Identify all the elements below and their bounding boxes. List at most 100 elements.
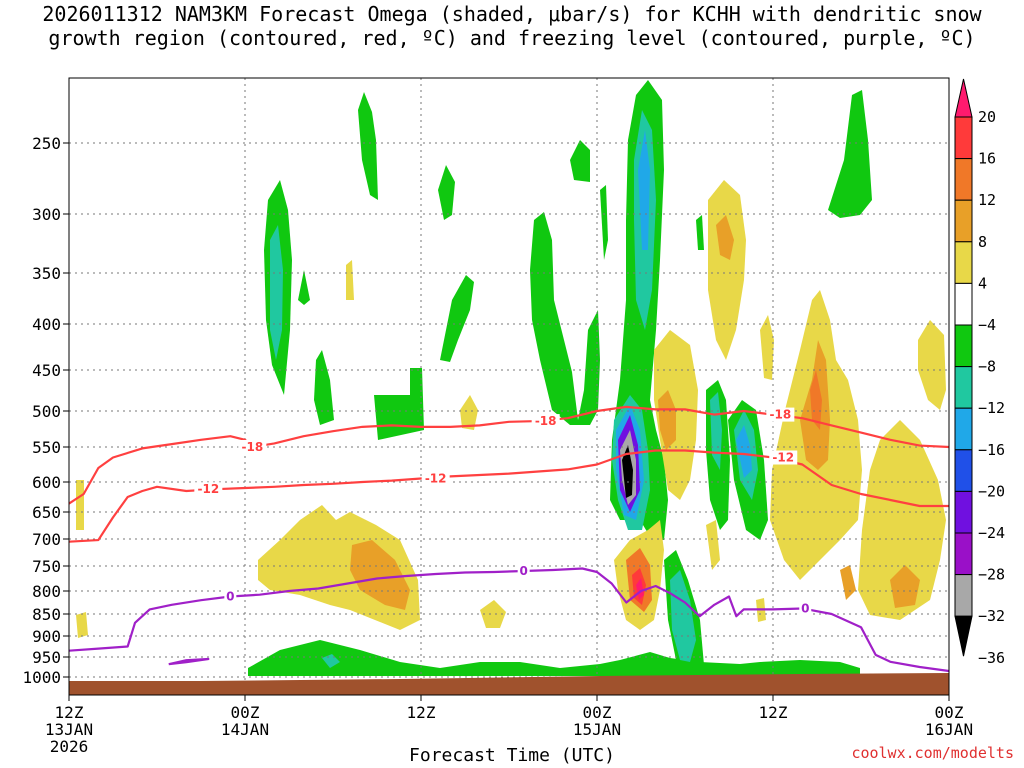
y-tick-label: 350: [32, 264, 61, 283]
colorbar-swatch: [954, 116, 973, 160]
omega-region-46: [716, 215, 734, 260]
x-tick-label: 12Z: [759, 703, 788, 722]
y-tick-label: 750: [32, 557, 61, 576]
omega-region-38: [76, 612, 88, 638]
omega-region-2: [270, 225, 283, 360]
omega-region-3: [358, 92, 378, 200]
colorbar-swatch: [954, 407, 973, 451]
freezing-level-label: 0: [519, 564, 527, 578]
omega-region-50: [810, 370, 822, 430]
colorbar-label: −12: [978, 399, 1005, 417]
omega-region-31: [670, 570, 696, 662]
x-tick-label: 00Z: [935, 703, 964, 722]
omega-region-29: [322, 654, 340, 668]
colorbar-swatch: [954, 241, 973, 284]
y-tick-label: 400: [32, 315, 61, 334]
omega-region-25: [696, 215, 704, 250]
t-minus12-label: -12: [772, 451, 794, 465]
colorbar-label: −8: [978, 358, 996, 376]
y-tick-label: 500: [32, 402, 61, 421]
y-tick-label: 1000: [22, 668, 61, 687]
colorbar-top-arrow: [954, 78, 973, 118]
title-line-1: 2026011312 NAM3KM Forecast Omega (shaded…: [42, 2, 982, 26]
omega-region-14: [638, 130, 650, 250]
omega-region-7: [314, 350, 334, 425]
y-tick-label: 450: [32, 361, 61, 380]
t-minus12-label-bg: [194, 482, 223, 497]
colorbar-swatch: [954, 574, 973, 617]
omega-shading: [76, 80, 946, 676]
x-tick-label: 14JAN: [221, 720, 269, 739]
colorbar-label: −4: [978, 316, 996, 334]
y-axis: 250 300 350 400 450 500 550 600 650 700 750 800 850 9…: [22, 134, 69, 687]
x-tick-label: 2026: [50, 737, 89, 756]
colorbar-label: 4: [978, 274, 987, 292]
chart-title: 2026011312 NAM3KM Forecast Omega (shaded…: [0, 2, 1024, 50]
colorbar-label: −20: [978, 482, 1005, 500]
colorbar-label: 8: [978, 233, 987, 251]
colorbar-label: −36: [978, 649, 1005, 667]
colorbar-swatch: [954, 158, 973, 201]
t-minus12-label-bg: [769, 450, 798, 465]
omega-region-26: [828, 90, 872, 218]
colorbar-label: −32: [978, 607, 1005, 625]
t-minus18-label: -18: [535, 414, 557, 428]
omega-region-52: [890, 565, 920, 608]
x-tick-label: 16JAN: [925, 720, 973, 739]
x-tick-label: 15JAN: [573, 720, 621, 739]
freezing-level-label-bg: [517, 564, 530, 578]
omega-region-37: [76, 480, 84, 530]
omega-region-21: [710, 392, 722, 470]
omega-region-5: [440, 275, 474, 362]
t-minus18-label-bg: [238, 440, 267, 454]
omega-region-44: [658, 390, 676, 450]
omega-region-10: [530, 212, 600, 425]
colorbar: 20 16 12 8 4 −4 −8 −12 −16 −20 −24 −28 −32 −36: [954, 78, 1005, 667]
omega-region-54: [840, 565, 856, 600]
colorbar-label: −16: [978, 441, 1005, 459]
t-minus12-label: -12: [197, 482, 219, 496]
freezing-level-label-bg: [799, 601, 812, 616]
t-minus18-label-bg: [766, 407, 795, 422]
y-tick-label: 650: [32, 503, 61, 522]
y-tick-label: 950: [32, 648, 61, 667]
omega-region-55: [706, 520, 720, 570]
colorbar-label: −28: [978, 566, 1005, 584]
y-tick-label: 900: [32, 627, 61, 646]
t-minus18-label: -18: [769, 408, 791, 422]
y-tick-label: 850: [32, 605, 61, 624]
colorbar-swatch: [954, 449, 973, 492]
omega-region-47: [760, 315, 774, 380]
x-axis-label: Forecast Time (UTC): [409, 745, 615, 766]
freezing-level-label: 0: [801, 601, 809, 615]
watermark: coolwx.com/modelts: [851, 744, 1014, 762]
contour-lines: -18 -18 -18 -12 -12 -12 0 0 0: [69, 405, 949, 673]
terrain: [69, 673, 949, 695]
x-tick-label: 00Z: [231, 703, 260, 722]
omega-region-36: [346, 260, 354, 300]
colorbar-swatch: [954, 532, 973, 576]
colorbar-swatch: [954, 324, 973, 368]
x-tick-label: 00Z: [583, 703, 612, 722]
omega-region-51: [858, 420, 946, 620]
freezing-level-contour: [69, 567, 949, 673]
t-minus12-label: -12: [425, 472, 447, 486]
colorbar-swatch: [954, 282, 973, 326]
t-minus18-label: -18: [241, 440, 263, 454]
y-tick-label: 250: [32, 134, 61, 153]
colorbar-swatch: [954, 199, 973, 243]
colorbar-label: 12: [978, 191, 996, 209]
x-tick-label: 12Z: [55, 703, 84, 722]
omega-region-11: [600, 185, 608, 260]
colorbar-label: 20: [978, 108, 996, 126]
y-tick-label: 700: [32, 530, 61, 549]
colorbar-swatch: [954, 366, 973, 409]
omega-region-4: [438, 165, 455, 220]
omega-region-6: [298, 270, 310, 305]
omega-region-33: [350, 540, 410, 610]
colorbar-label: −24: [978, 524, 1005, 542]
omega-region-53: [918, 320, 946, 410]
freezing-level-closed-contour: [168, 657, 210, 666]
y-tick-label: 550: [32, 438, 61, 457]
